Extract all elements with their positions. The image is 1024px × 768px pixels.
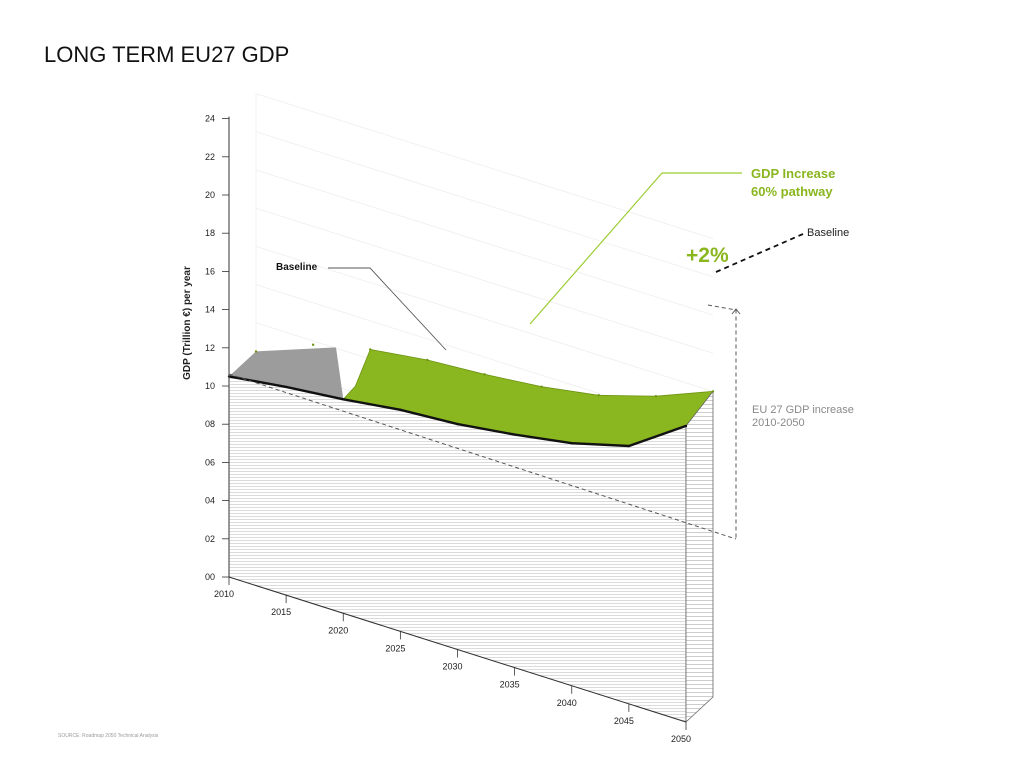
baseline-label-left: Baseline	[276, 262, 318, 273]
annotation-layer: GDP (Trillion €) per year GDP Increase 6…	[182, 166, 854, 540]
page-title: LONG TERM EU27 GDP	[44, 42, 290, 67]
increase-label-2: 2010-2050	[752, 417, 805, 429]
baseline-point	[284, 385, 288, 389]
baseline-point	[513, 433, 516, 436]
grid-line	[255, 207, 714, 354]
pathway-point	[483, 373, 486, 376]
y-tick-label: 00	[205, 572, 215, 582]
y-tick-label: 22	[205, 152, 215, 162]
y-tick-label: 20	[205, 190, 215, 200]
pathway-leader-line	[529, 172, 663, 325]
baseline-point	[399, 408, 402, 412]
side-face	[685, 390, 714, 723]
y-tick-label: 02	[205, 534, 215, 544]
y-tick-label: 10	[205, 381, 215, 391]
y-tick-label: 06	[205, 457, 215, 467]
pathway-point	[654, 394, 658, 398]
pathway-point	[597, 394, 600, 397]
y-tick-label: 14	[205, 305, 215, 315]
y-tick-label: 24	[205, 114, 215, 124]
pathway-point	[540, 385, 543, 388]
y-tick-label: 16	[205, 266, 215, 276]
x-tick-label: 2045	[614, 716, 634, 726]
grid-line	[255, 169, 714, 316]
x-tick-label: 2040	[557, 698, 577, 708]
baseline-point	[570, 441, 573, 445]
pathway-point	[254, 350, 258, 353]
solid-layer	[228, 347, 714, 723]
x-tick-label: 2010	[214, 589, 234, 599]
y-tick-label: 04	[205, 496, 215, 506]
pathway-point	[311, 343, 315, 346]
baseline-extension	[715, 233, 804, 273]
x-tick-label: 2025	[385, 643, 405, 653]
increase-label-1: EU 27 GDP increase	[752, 404, 854, 416]
pathway-point	[426, 358, 429, 362]
y-tick-label: 08	[205, 419, 215, 429]
x-tick-label: 2015	[271, 607, 291, 617]
grid-line	[255, 131, 714, 278]
source-note: SOURCE: Roadmap 2050 Technical Analysis	[58, 733, 159, 739]
pathway-label-sub: 60% pathway	[751, 184, 833, 199]
x-tick-label: 2030	[442, 662, 462, 672]
baseline-point	[684, 424, 688, 428]
baseline-leader-line	[328, 267, 447, 351]
pathway-point	[369, 348, 372, 351]
baseline-point	[627, 444, 631, 448]
baseline-top-surface	[229, 347, 344, 400]
y-tick-label: 12	[205, 343, 215, 353]
x-tick-label: 2035	[500, 680, 520, 690]
baseline-point	[456, 422, 459, 426]
x-tick-label: 2050	[671, 734, 691, 744]
baseline-point	[342, 398, 345, 401]
increase-bracket	[707, 304, 737, 539]
x-tick-label: 2020	[328, 625, 348, 635]
grid-line	[255, 93, 714, 239]
pathway-label-title: GDP Increase	[751, 166, 835, 181]
y-tick-label: 18	[205, 228, 215, 238]
axis-y-label: GDP (Trillion €) per year	[182, 266, 193, 380]
grid-line	[255, 246, 714, 392]
axis-layer: 00 02 04 06 08 10 12 14 16 18 20 22 24 2010 2015 2020 20…	[205, 114, 691, 744]
increase-bracket-arrow	[731, 308, 741, 315]
baseline-label-right: Baseline	[807, 227, 849, 239]
reference-dashed-line	[228, 373, 737, 540]
plus-2-percent-label: +2%	[686, 244, 729, 267]
pathway-point	[711, 390, 715, 393]
